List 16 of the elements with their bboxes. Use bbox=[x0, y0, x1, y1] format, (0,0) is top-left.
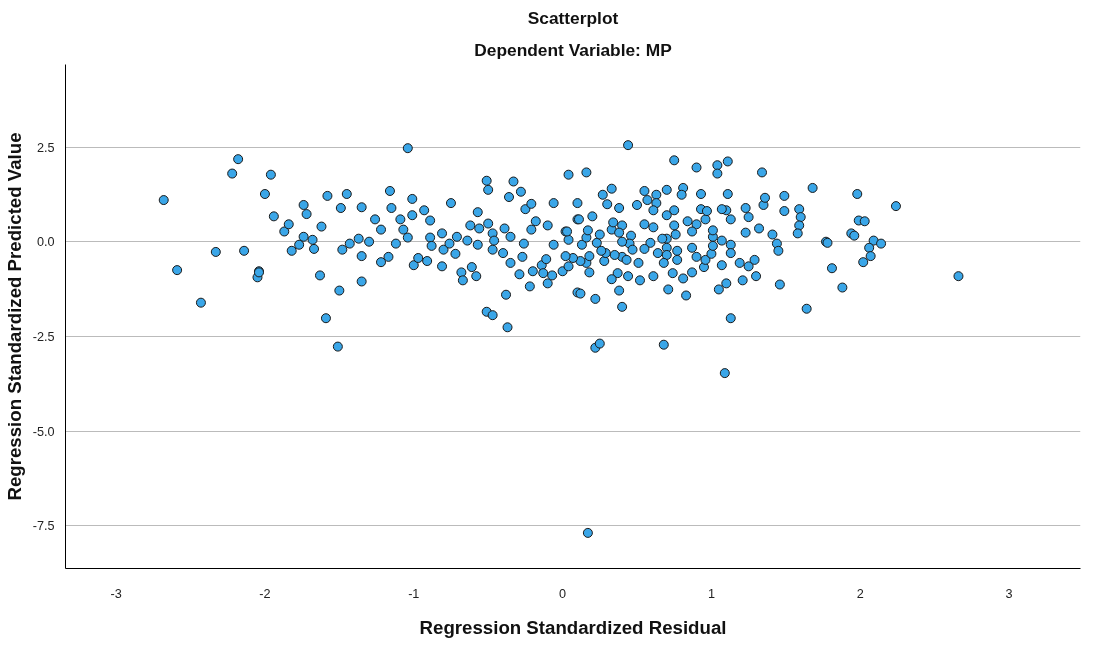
x-axis-title: Regression Standardized Residual bbox=[419, 616, 727, 638]
y-tick-label: 2.5 bbox=[36, 140, 55, 155]
y-tick-label: -7.5 bbox=[32, 519, 55, 534]
y-axis-title: Regression Standardized Predicted Value bbox=[3, 132, 25, 501]
x-tick-label: 1 bbox=[707, 586, 715, 601]
chart-title: Scatterplot bbox=[527, 7, 619, 28]
x-tick-label: 3 bbox=[1005, 586, 1013, 601]
chart-subtitle: Dependent Variable: MP bbox=[474, 39, 672, 60]
y-tick-label: -2.5 bbox=[32, 329, 55, 344]
y-tick-label: -5.0 bbox=[32, 424, 55, 439]
x-tick-label: 0 bbox=[559, 586, 567, 601]
x-tick-label: -1 bbox=[408, 586, 420, 601]
x-tick-label: 2 bbox=[856, 586, 864, 601]
x-tick-label: -2 bbox=[259, 586, 271, 601]
x-tick-label: -3 bbox=[110, 586, 122, 601]
y-tick-label: 0.0 bbox=[36, 235, 55, 250]
